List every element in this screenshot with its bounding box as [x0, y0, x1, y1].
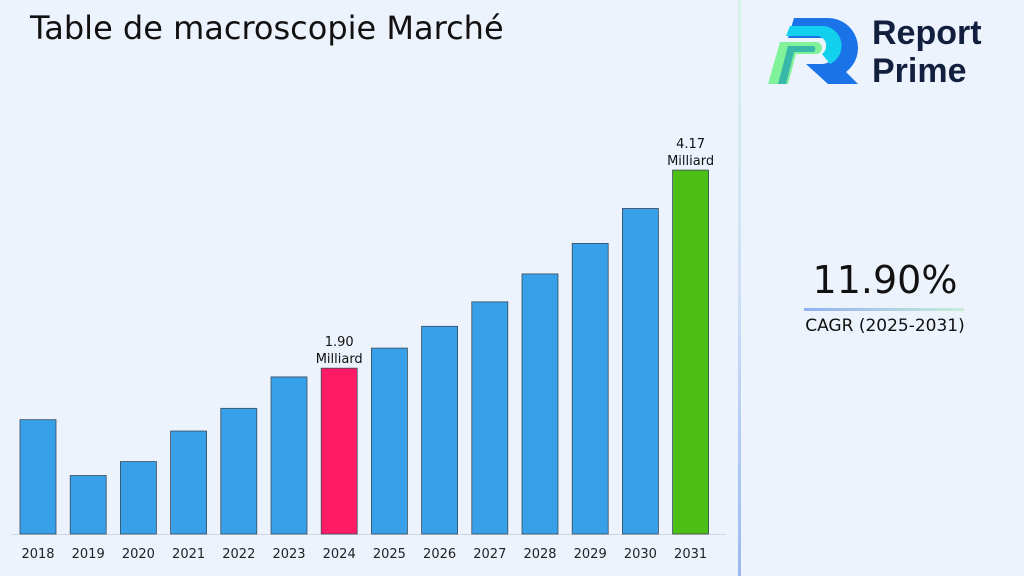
- bar-2031: [672, 169, 709, 535]
- bar-2025: [370, 347, 408, 535]
- bar-2029: [571, 242, 609, 535]
- bar-2022: [220, 407, 258, 535]
- bar-2021: [170, 430, 208, 535]
- bar-chart: 2018 2019 2020 2021 2022 2023 2024 1.90 Milliard…: [12, 137, 726, 562]
- x-tick-label: 2027: [473, 547, 506, 562]
- bar-2026: [421, 325, 459, 535]
- x-tick-label: 2030: [624, 547, 657, 562]
- brand-line-2: Prime: [872, 52, 967, 90]
- data-label-2024: 1.90: [325, 335, 354, 350]
- bar-2030: [622, 208, 659, 535]
- x-tick-label: 2026: [423, 547, 456, 562]
- x-tick-label: 2023: [272, 547, 305, 562]
- bar-2024: [320, 367, 358, 535]
- bar-2019: [69, 475, 107, 535]
- brand-line-1: Report: [872, 14, 982, 52]
- bar-2023: [270, 376, 308, 535]
- panel-divider: [738, 0, 741, 576]
- bar-2020: [120, 461, 157, 535]
- x-tick-label: 2024: [323, 547, 356, 562]
- x-tick-label: 2031: [674, 547, 707, 562]
- x-tick-label: 2021: [172, 547, 205, 562]
- cagr-underline: [804, 308, 964, 311]
- cagr-label: CAGR (2025-2031): [805, 316, 965, 336]
- x-tick-label: 2020: [122, 547, 155, 562]
- bar-2018: [19, 419, 57, 535]
- x-tick-label: 2025: [373, 547, 406, 562]
- data-label-2031: Milliard: [667, 154, 714, 169]
- x-tick-label: 2018: [21, 547, 54, 562]
- bar-2028: [521, 273, 559, 535]
- chart-title: Table de macroscopie Marché: [30, 9, 504, 47]
- x-tick-label: 2029: [574, 547, 607, 562]
- data-label-2031: 4.17: [676, 137, 705, 152]
- x-tick-label: 2028: [523, 547, 556, 562]
- data-label-2024: Milliard: [316, 352, 363, 367]
- report-prime-logo-icon: [768, 18, 858, 84]
- bar-2027: [471, 301, 509, 535]
- x-tick-label: 2022: [222, 547, 255, 562]
- x-tick-label: 2019: [72, 547, 105, 562]
- brand-name: Report Prime: [872, 14, 982, 90]
- cagr-value: 11.90%: [812, 258, 958, 302]
